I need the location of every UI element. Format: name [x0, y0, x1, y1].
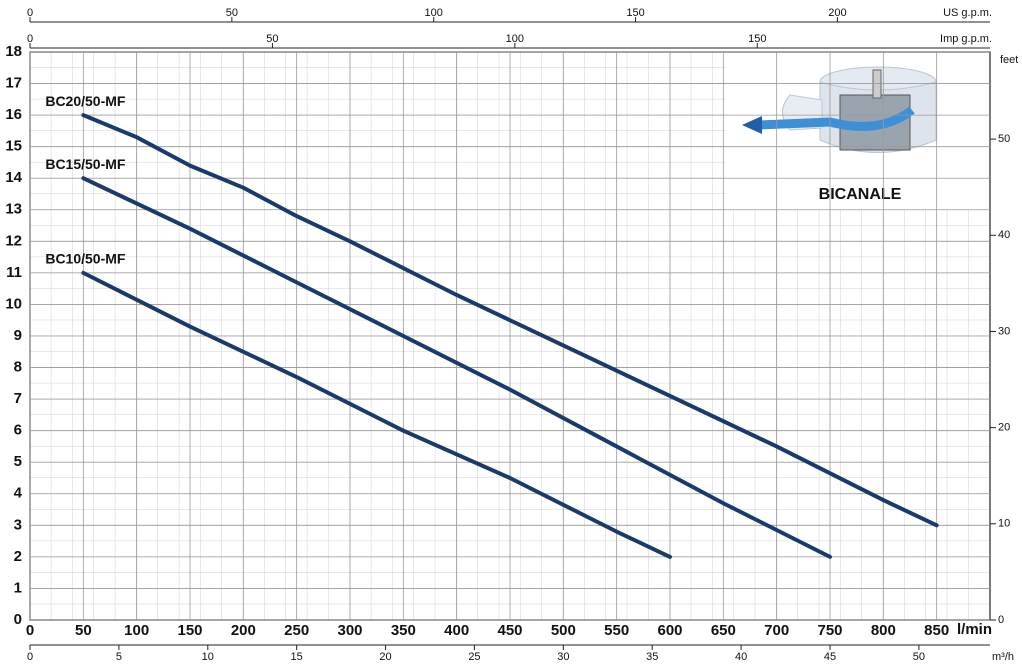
- series-line: [81, 270, 672, 559]
- y-tick-label: 1: [14, 579, 22, 596]
- y-tick-label: 15: [5, 138, 22, 155]
- y2-axis-label: feet: [1000, 54, 1018, 66]
- x-tick-label: 850: [924, 622, 949, 639]
- y-tick-label: 4: [14, 485, 23, 502]
- extra-axis-tick-label: 15: [291, 651, 303, 663]
- y-tick-label: 9: [14, 327, 22, 344]
- x-tick-label: 250: [284, 622, 309, 639]
- x-axis-label: l/min: [957, 621, 992, 638]
- x-tick-label: 550: [604, 622, 629, 639]
- extra-axis-label: Imp g.p.m.: [940, 33, 992, 45]
- y-tick-label: 7: [14, 390, 22, 407]
- series-label: BC15/50-MF: [45, 156, 126, 172]
- extra-axis-label: m³/h: [992, 651, 1014, 663]
- x-tick-label: 400: [444, 622, 469, 639]
- extra-axis-tick-label: 100: [425, 7, 443, 19]
- x-tick-label: 50: [75, 622, 92, 639]
- extra-axis-tick-label: 30: [557, 651, 569, 663]
- y-tick-label: 17: [5, 75, 22, 92]
- extra-axis-tick-label: 150: [626, 7, 644, 19]
- x-tick-label: 100: [124, 622, 149, 639]
- y-tick-label: 12: [5, 232, 22, 249]
- y-tick-label: 2: [14, 548, 22, 565]
- x-tick-label: 0: [26, 622, 34, 639]
- extra-axis-tick-label: 100: [506, 33, 524, 45]
- x-tick-label: 350: [391, 622, 416, 639]
- y-tick-label: 18: [5, 43, 22, 60]
- extra-axis-tick-label: 20: [379, 651, 391, 663]
- x-tick-label: 600: [657, 622, 682, 639]
- series-label: BC20/50-MF: [45, 93, 126, 109]
- extra-axis-label: US g.p.m.: [943, 7, 992, 19]
- y2-tick-label: 50: [998, 133, 1010, 145]
- x-tick-label: 500: [551, 622, 576, 639]
- extra-axis-tick-label: 45: [824, 651, 836, 663]
- x-tick-label: 800: [871, 622, 896, 639]
- x-tick-label: 750: [817, 622, 842, 639]
- extra-axis-tick-label: 200: [828, 7, 846, 19]
- flow-arrow-head: [742, 116, 762, 134]
- x-tick-label: 150: [177, 622, 202, 639]
- extra-axis-tick-label: 10: [202, 651, 214, 663]
- y-tick-label: 13: [5, 201, 22, 218]
- y2-tick-label: 40: [998, 229, 1010, 241]
- y-tick-label: 16: [5, 106, 22, 123]
- x-tick-label: 200: [231, 622, 256, 639]
- inset: BICANALE: [726, 53, 989, 210]
- series-line: [81, 176, 832, 559]
- extra-axis-tick-label: 50: [266, 33, 278, 45]
- y-tick-label: 6: [14, 422, 22, 439]
- extra-axis-tick-label: 40: [735, 651, 747, 663]
- extra-axis-tick-label: 0: [27, 33, 33, 45]
- extra-axis-tick-label: 35: [646, 651, 658, 663]
- extra-axis-tick-label: 50: [226, 7, 238, 19]
- y2-tick-label: 20: [998, 422, 1010, 434]
- y-tick-label: 8: [14, 359, 22, 376]
- y-tick-label: 11: [6, 264, 22, 281]
- x-tick-label: 450: [497, 622, 522, 639]
- extra-axis-tick-label: 0: [27, 651, 33, 663]
- y2-tick-label: 0: [998, 614, 1004, 626]
- x-tick-label: 300: [337, 622, 362, 639]
- y-tick-label: 5: [14, 453, 22, 470]
- inset-label: BICANALE: [819, 186, 902, 203]
- series-line: [81, 113, 939, 528]
- y-tick-label: 14: [5, 169, 22, 186]
- y2-tick-label: 30: [998, 325, 1010, 337]
- shaft: [872, 69, 882, 99]
- y-tick-label: 10: [5, 295, 22, 312]
- extra-axis-tick-label: 25: [468, 651, 480, 663]
- y-tick-label: 0: [14, 611, 22, 628]
- x-tick-label: 650: [711, 622, 736, 639]
- extra-axis-tick-label: 0: [27, 7, 33, 19]
- x-tick-label: 700: [764, 622, 789, 639]
- y2-tick-label: 10: [998, 518, 1010, 530]
- series-label: BC10/50-MF: [45, 251, 126, 267]
- extra-axis-tick-label: 50: [913, 651, 925, 663]
- extra-axis-tick-label: 5: [116, 651, 122, 663]
- y-tick-label: 3: [14, 516, 22, 533]
- extra-axis-tick-label: 150: [748, 33, 766, 45]
